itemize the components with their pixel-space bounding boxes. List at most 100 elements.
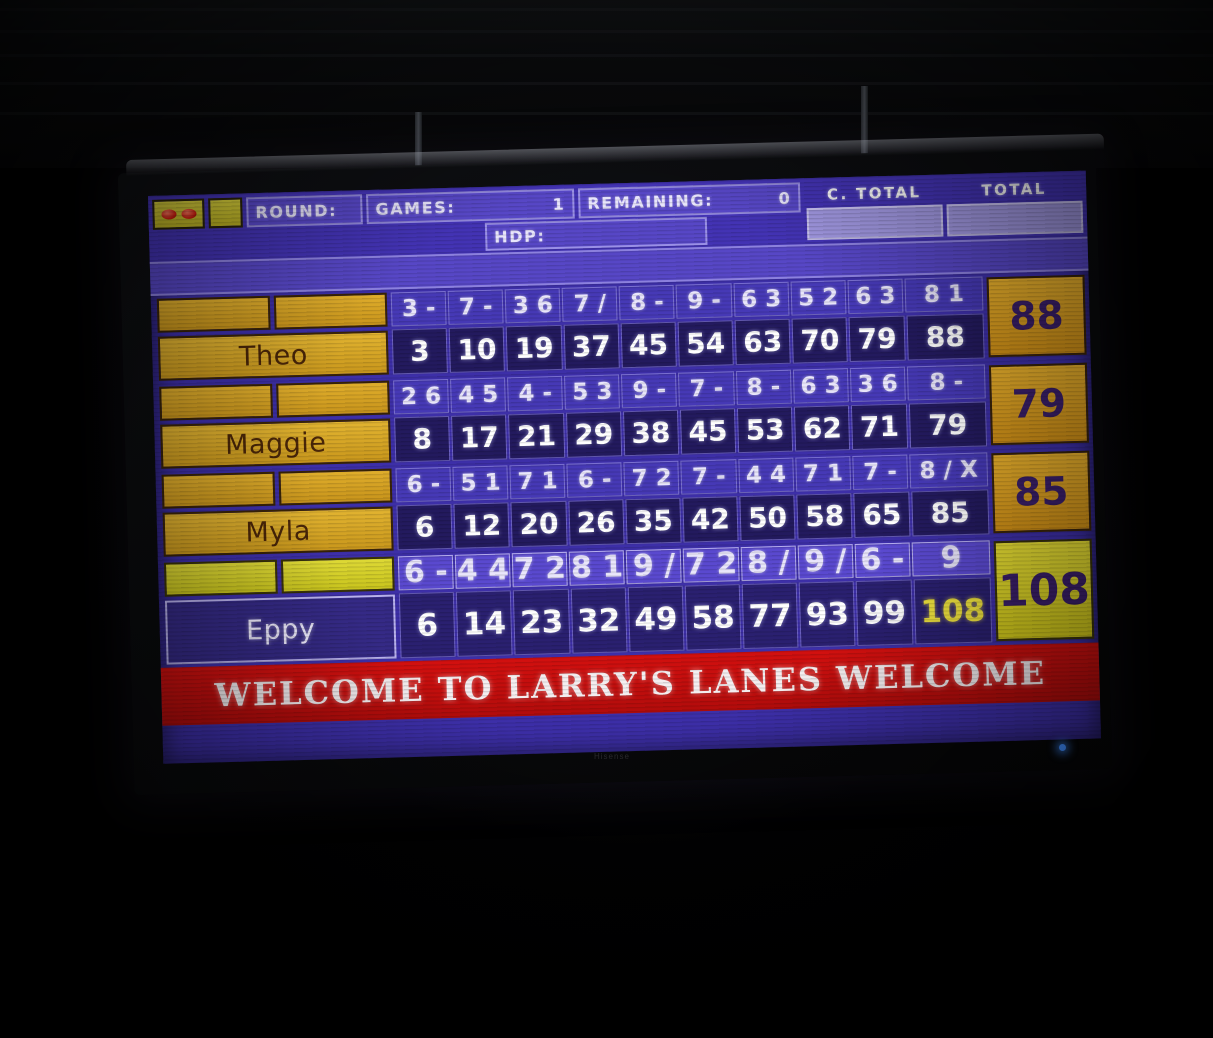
- remaining-value: 0: [778, 188, 792, 208]
- running-total-box: 42: [682, 496, 739, 543]
- handicap-box[interactable]: [161, 471, 276, 509]
- throw-box[interactable]: 7 2: [683, 546, 740, 583]
- throw-box[interactable]: 9 /: [797, 543, 854, 580]
- running-total-box: 108: [913, 577, 993, 645]
- throw-box[interactable]: 6 3: [792, 368, 849, 404]
- throw-box[interactable]: 3 6: [504, 287, 561, 324]
- throw-box[interactable]: 7 1: [794, 456, 851, 492]
- handicap-box[interactable]: [163, 559, 278, 597]
- throw-box[interactable]: 8 /: [740, 545, 797, 582]
- throw-box[interactable]: 7 2: [511, 550, 568, 588]
- throw-box[interactable]: 8 -: [618, 284, 675, 321]
- throw-box[interactable]: 6 3: [847, 278, 904, 315]
- frame-cell: 4 5: [450, 377, 507, 413]
- frame-cell: 4 4: [454, 552, 511, 589]
- running-total-box: 93: [798, 581, 856, 648]
- running-total-box: 65: [853, 491, 911, 539]
- c-total-value[interactable]: [806, 204, 944, 241]
- frame-cell: 8 /: [740, 545, 797, 582]
- frame-cell: 6 -: [854, 542, 911, 579]
- round-field[interactable]: ROUND:: [246, 194, 363, 228]
- running-total-box: 20: [510, 500, 568, 548]
- games-field[interactable]: GAMES: 1: [366, 188, 575, 225]
- handicap-box[interactable]: [276, 380, 390, 418]
- throw-box[interactable]: 8 -: [735, 369, 792, 406]
- handicap-box[interactable]: [273, 292, 388, 330]
- throw-box[interactable]: 8 / X: [909, 452, 989, 489]
- frame-cell: 6 3: [792, 368, 849, 404]
- handicap-box[interactable]: [280, 556, 395, 594]
- frame-cell: 5 2: [790, 280, 847, 316]
- remaining-field[interactable]: REMAINING: 0: [577, 182, 801, 219]
- final-total: 85: [991, 450, 1092, 534]
- header-totals: C. TOTAL TOTAL: [800, 175, 1084, 245]
- frame-cell: 9 -: [621, 372, 678, 409]
- throw-box[interactable]: 5 2: [790, 280, 847, 316]
- player-nameplate[interactable]: Myla: [162, 506, 394, 557]
- throw-box[interactable]: 7 -: [852, 454, 909, 491]
- handicap-box[interactable]: [278, 468, 393, 506]
- throw-box[interactable]: 4 4: [454, 552, 511, 589]
- throw-box[interactable]: 2 6: [393, 378, 450, 415]
- handicap-box[interactable]: [159, 383, 274, 421]
- final-total-block: 108: [992, 534, 1099, 645]
- throw-box[interactable]: 8 1: [904, 276, 984, 313]
- throw-box[interactable]: 7 /: [561, 286, 618, 322]
- frame-cell: 7 -: [678, 371, 735, 407]
- throw-box[interactable]: 9: [911, 540, 991, 577]
- frame-cell: 7 1: [794, 456, 851, 492]
- throw-box[interactable]: 6 3: [733, 281, 790, 318]
- final-total: 108: [993, 538, 1095, 642]
- throw-box[interactable]: 9 -: [621, 372, 678, 409]
- throw-box[interactable]: 4 4: [737, 457, 794, 494]
- running-total-box: 37: [563, 323, 620, 370]
- throw-box[interactable]: 8 1: [569, 549, 626, 586]
- frame-cell: 7 2: [683, 546, 740, 583]
- player-nameplate[interactable]: Maggie: [160, 418, 392, 469]
- handicap-boxes: [156, 292, 388, 333]
- throw-box[interactable]: 6 -: [397, 554, 454, 591]
- player-nameplate[interactable]: Theo: [157, 330, 389, 381]
- frame-cell: 3 6: [849, 366, 906, 403]
- throw-box[interactable]: 7 2: [623, 460, 680, 497]
- throw-box[interactable]: 7 -: [678, 371, 735, 407]
- games-label: GAMES:: [375, 197, 456, 219]
- total-value[interactable]: [946, 200, 1084, 237]
- total-column: TOTAL: [946, 175, 1084, 241]
- frame-cell: 7 2: [511, 550, 568, 588]
- running-total-box: 45: [620, 321, 677, 369]
- running-total-box: 6: [398, 591, 456, 659]
- final-total: 88: [986, 274, 1087, 358]
- frame-cell: 4 4: [737, 457, 794, 494]
- round-label: ROUND:: [255, 200, 338, 222]
- frame-cell: 3 -: [390, 290, 447, 327]
- frame-cell: 6 3: [847, 278, 904, 315]
- running-total-box: 12: [453, 502, 510, 549]
- throw-box[interactable]: 5 3: [564, 374, 621, 410]
- handicap-box[interactable]: [156, 295, 271, 333]
- throw-box[interactable]: 5 1: [452, 465, 509, 501]
- throw-box[interactable]: 6 -: [854, 542, 911, 579]
- throw-box[interactable]: 4 -: [507, 375, 564, 412]
- throw-box[interactable]: 7 -: [680, 459, 737, 495]
- throw-box[interactable]: 7 1: [509, 463, 566, 500]
- hdp-field[interactable]: HDP:: [484, 216, 708, 251]
- monitor-brand-logo: Hisense: [594, 752, 630, 761]
- running-total-box: 29: [565, 411, 622, 458]
- throw-box[interactable]: 3 6: [849, 366, 906, 403]
- frame-cell: 9 -: [676, 283, 733, 319]
- throw-box[interactable]: 8 -: [906, 364, 986, 401]
- running-total-box: 3: [391, 327, 449, 375]
- throw-box[interactable]: 3 -: [390, 290, 447, 327]
- throw-box[interactable]: 7 -: [447, 289, 504, 325]
- running-total-box: 62: [794, 405, 851, 452]
- throw-box[interactable]: 6 -: [395, 466, 452, 503]
- throw-box[interactable]: 4 5: [450, 377, 507, 413]
- throw-box[interactable]: 9 /: [626, 548, 683, 585]
- throw-box[interactable]: 6 -: [566, 462, 623, 498]
- throw-box[interactable]: 9 -: [676, 283, 733, 319]
- final-total: 79: [988, 362, 1090, 446]
- final-total-block: 79: [987, 359, 1093, 450]
- player-nameplate[interactable]: Eppy: [164, 594, 397, 665]
- running-totals-row: 6 14 23 32 49 58 77 93 99 108: [398, 577, 993, 659]
